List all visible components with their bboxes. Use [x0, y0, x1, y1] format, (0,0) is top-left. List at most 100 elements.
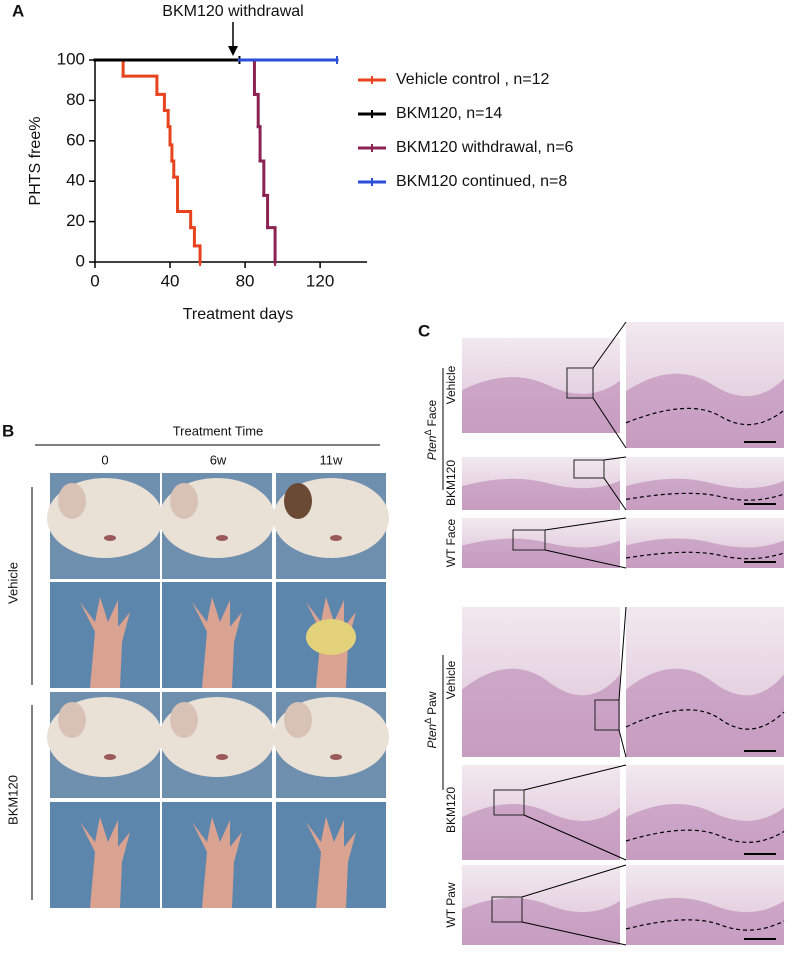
legend-label: BKM120, n=14: [396, 105, 502, 122]
tissue: [462, 377, 620, 433]
survival-step: [252, 92, 260, 129]
row-label: Vehicle: [444, 660, 458, 699]
lesion: [306, 619, 356, 655]
arrowhead: [228, 46, 238, 56]
chart: 0 20 40 60 80 100 0 40 80 120 Vehicle control , n=…: [57, 49, 574, 290]
photo-subject: [330, 754, 342, 760]
header: Treatment Time: [173, 423, 264, 438]
zoom-line: [544, 517, 627, 531]
row-label: BKM120: [5, 775, 20, 825]
row-label: BKM120: [444, 460, 458, 506]
survival-step: [189, 226, 196, 248]
y-tick-label: 80: [66, 90, 85, 109]
dashed-boundary: [625, 407, 785, 426]
tissue: [462, 538, 620, 568]
zoom-line: [618, 606, 627, 701]
y-tick-label: 40: [66, 171, 85, 190]
survival-step: [121, 74, 159, 96]
y-tick-label: 20: [66, 211, 85, 230]
x-tick-label: 120: [306, 271, 334, 290]
group-label: PtenΔFace: [423, 399, 439, 460]
column-label: 11w: [320, 452, 343, 467]
tissue: [626, 373, 784, 448]
survival-step: [155, 92, 166, 112]
survival-step: [266, 226, 277, 264]
dashed-boundary: [625, 919, 785, 931]
photo-subject: [284, 483, 312, 519]
photo-subject: [80, 597, 130, 688]
panel-label: B: [2, 421, 14, 440]
photo-grid: [47, 473, 389, 908]
photo-subject: [170, 702, 198, 738]
annotation: BKM120 withdrawal: [162, 3, 303, 20]
zoom-line: [618, 729, 627, 758]
zoom-line: [603, 477, 627, 511]
legend-label: BKM120 withdrawal, n=6: [396, 139, 574, 156]
survival-step: [262, 193, 270, 230]
panel-label: C: [418, 321, 430, 340]
survival-step: [256, 125, 262, 163]
legend-label: Vehicle control , n=12: [396, 71, 550, 88]
x-tick-label: 80: [236, 271, 255, 290]
row-label: Vehicle: [5, 562, 20, 604]
row-label: Vehicle: [444, 365, 458, 404]
survival-step: [237, 58, 256, 96]
y-tick-label: 60: [66, 130, 85, 149]
survival-step: [170, 159, 176, 179]
dashed-boundary: [625, 709, 785, 730]
zoom-line: [592, 321, 627, 369]
tissue: [462, 478, 620, 510]
photo-subject: [192, 817, 242, 908]
survival-step: [192, 244, 202, 264]
photo-subject: [104, 754, 116, 760]
photo-subject: [104, 535, 116, 541]
zoom-line: [521, 921, 627, 946]
photo-subject: [216, 535, 228, 541]
column-label: 6w: [210, 452, 227, 467]
survival-step: [258, 159, 266, 197]
zoom-line: [523, 764, 627, 791]
zoom-line: [523, 814, 627, 861]
survival-step: [166, 125, 172, 147]
zoom-box: [566, 367, 594, 399]
y-tick-label: 0: [76, 251, 85, 270]
zoom-box: [491, 896, 523, 923]
dashed-boundary: [625, 829, 785, 843]
zoom-box: [512, 529, 546, 551]
zoom-line: [603, 456, 627, 461]
zoom-line: [592, 397, 627, 449]
row-label: WT Face: [444, 518, 458, 567]
zoom-box: [573, 459, 605, 479]
photo-subject: [80, 817, 130, 908]
survival-step: [93, 58, 125, 78]
zoom-line: [544, 549, 627, 569]
x-axis-label: Treatment days: [183, 306, 294, 323]
photo-subject: [330, 535, 342, 541]
survival-step: [168, 143, 174, 163]
photo-subject: [170, 483, 198, 519]
tissue: [462, 804, 620, 860]
survival-step: [172, 175, 180, 213]
zoom-box: [493, 789, 525, 816]
photo-subject: [58, 702, 86, 738]
histology: [462, 321, 785, 946]
zoom-box: [594, 699, 620, 731]
group-label: PtenΔPaw: [423, 691, 439, 748]
panel-label: A: [12, 1, 24, 20]
survival-step: [176, 210, 193, 230]
y-tick-label: 100: [57, 49, 85, 68]
column-label: 0: [101, 452, 108, 467]
photo-subject: [306, 817, 356, 908]
tissue: [462, 897, 620, 945]
photo-subject: [192, 597, 242, 688]
x-tick-label: 40: [161, 271, 180, 290]
survival-step: [162, 109, 170, 129]
tissue: [462, 668, 620, 757]
row-label: BKM120: [444, 787, 458, 833]
photo-subject: [284, 702, 312, 738]
zoom-line: [521, 864, 627, 898]
legend-label: BKM120 continued, n=8: [396, 173, 567, 190]
x-tick-label: 0: [90, 271, 99, 290]
photo-subject: [58, 483, 86, 519]
